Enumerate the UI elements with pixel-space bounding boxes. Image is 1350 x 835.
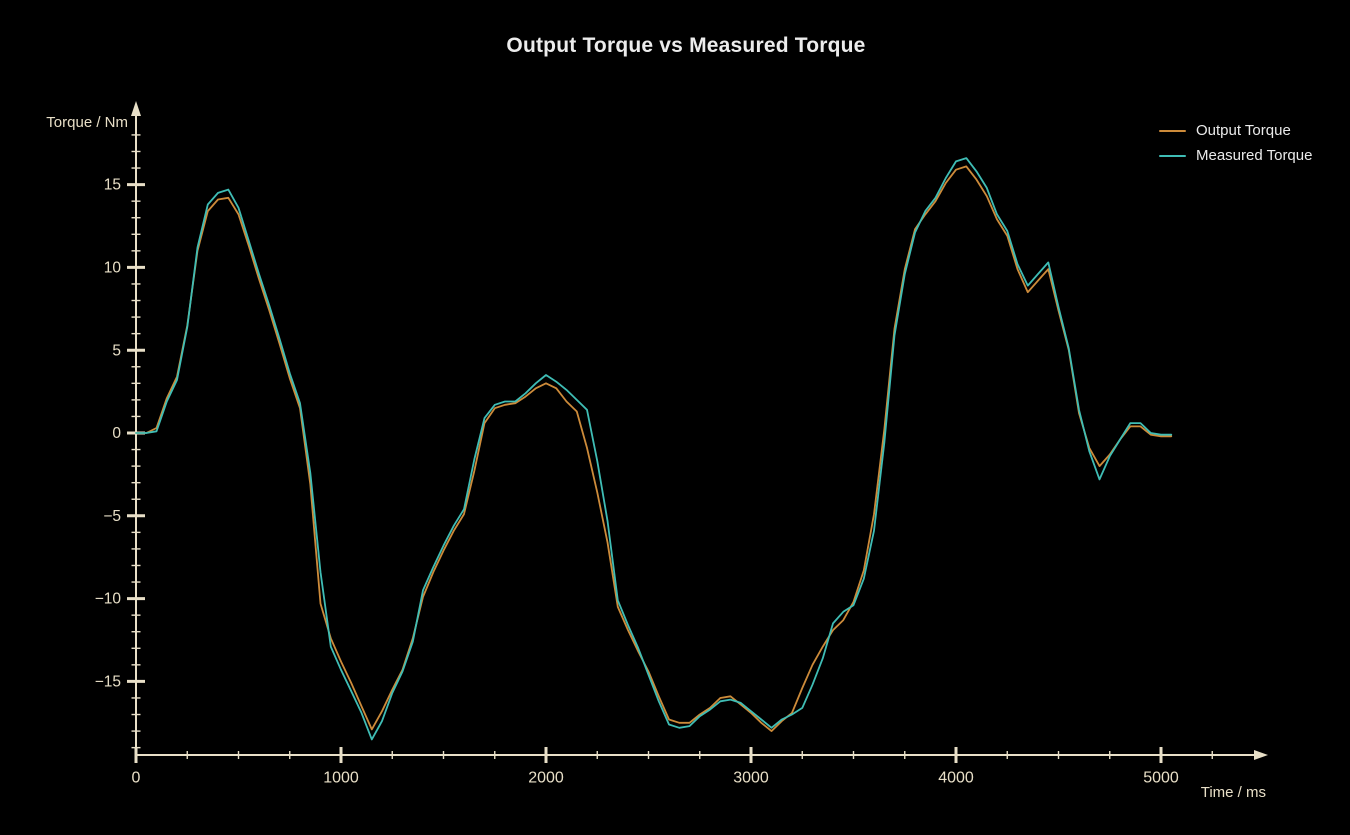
y-tick-label: 0 [112,425,121,442]
x-tick-label: 4000 [938,769,974,786]
y-tick-label: 15 [104,177,121,194]
x-tick-label: 0 [132,769,141,786]
y-tick-label: −15 [95,673,121,690]
legend: Output Torque Measured Torque [1159,122,1312,164]
measured-torque-swatch-icon [1159,154,1186,157]
legend-item-measured-torque: Measured Torque [1159,147,1312,164]
y-tick-label: 10 [104,259,122,276]
y-tick-label: −10 [95,591,122,608]
legend-item-output-torque: Output Torque [1159,122,1312,139]
x-tick-label: 2000 [528,769,564,786]
output-torque-swatch-icon [1159,129,1186,132]
legend-label: Measured Torque [1196,147,1313,164]
y-axis-label: Torque / Nm [46,114,128,131]
x-axis-arrow-icon [1254,750,1268,760]
legend-label: Output Torque [1196,122,1291,139]
x-axis-label: Time / ms [1200,784,1266,801]
y-axis-arrow-icon [131,101,141,116]
x-tick-label: 1000 [323,769,359,786]
output-torque-line [135,165,1173,732]
y-tick-label: 5 [112,342,121,359]
chart-title: Output Torque vs Measured Torque [506,34,866,57]
y-tick-label: −5 [103,508,121,525]
x-tick-label: 5000 [1143,769,1179,786]
measured-torque-line [135,157,1173,741]
x-tick-label: 3000 [733,769,769,786]
